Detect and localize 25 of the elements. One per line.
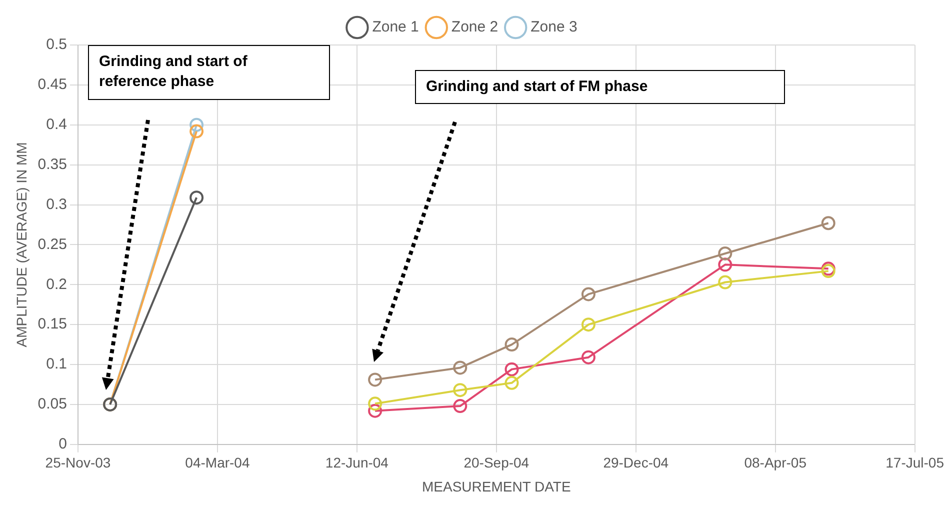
x-tick-label: 25-Nov-03 bbox=[45, 454, 111, 471]
x-axis-title: MEASUREMENT DATE bbox=[422, 478, 571, 494]
y-tick-label: 0.3 bbox=[46, 196, 67, 213]
x-tick-label: 12-Jun-04 bbox=[325, 454, 389, 471]
y-tick-label: 0.2 bbox=[46, 276, 67, 293]
y-tick-label: 0.25 bbox=[38, 236, 67, 253]
y-tick-label: 0.05 bbox=[38, 396, 67, 413]
y-tick-label: 0.15 bbox=[38, 316, 67, 333]
x-tick-label: 17-Jul-05 bbox=[886, 454, 944, 471]
y-tick-label: 0.45 bbox=[38, 76, 67, 94]
legend-label: Zone 1 bbox=[372, 18, 419, 36]
legend-label: Zone 3 bbox=[530, 18, 578, 36]
y-tick-label: 0.1 bbox=[46, 356, 67, 373]
y-tick-label: 0.5 bbox=[46, 36, 67, 54]
y-tick-label: 0 bbox=[58, 436, 67, 453]
text-box: Grinding and start of FM phase bbox=[415, 70, 785, 104]
text-box: Grinding and start of reference phase bbox=[88, 45, 330, 100]
x-tick-label: 08-Apr-05 bbox=[744, 454, 807, 471]
y-axis-title: AMPLITUDE (AVERAGE) IN MM bbox=[13, 142, 30, 348]
x-tick-label: 04-Mar-04 bbox=[185, 454, 250, 471]
x-tick-label: 20-Sep-04 bbox=[464, 454, 530, 471]
y-tick-label: 0.35 bbox=[38, 156, 67, 173]
y-tick-label: 0.4 bbox=[46, 116, 67, 134]
x-tick-label: 29-Dec-04 bbox=[603, 454, 669, 471]
legend-label: Zone 2 bbox=[451, 18, 498, 36]
